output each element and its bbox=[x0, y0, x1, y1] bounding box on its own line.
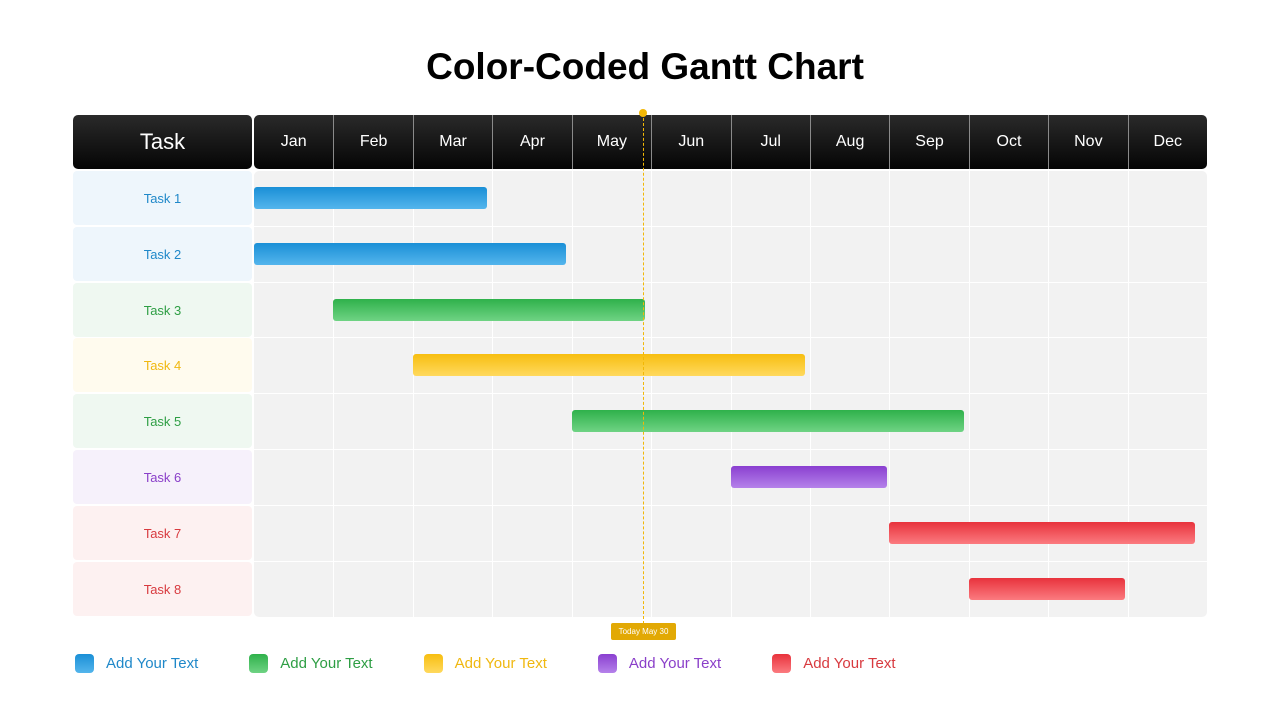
today-marker-dot bbox=[639, 109, 647, 117]
month-label-feb: Feb bbox=[333, 115, 412, 169]
month-label-nov: Nov bbox=[1048, 115, 1127, 169]
legend-label: Add Your Text bbox=[280, 654, 373, 672]
legend-item: Add Your Text bbox=[249, 652, 373, 674]
task-label: Task 6 bbox=[73, 450, 252, 504]
month-label-mar: Mar bbox=[412, 115, 492, 169]
legend-swatch bbox=[597, 653, 617, 673]
grid-hline bbox=[254, 337, 1207, 338]
legend-swatch bbox=[75, 653, 94, 673]
grid-vline bbox=[889, 171, 890, 617]
grid-hline bbox=[254, 226, 1207, 227]
legend-label: Add Your Text bbox=[106, 654, 199, 672]
task-column-header: Task bbox=[73, 115, 252, 169]
task-bar bbox=[254, 243, 566, 265]
grid-vline bbox=[810, 171, 811, 617]
task-bar bbox=[413, 354, 805, 376]
grid-vline bbox=[969, 171, 970, 617]
task-label: Task 5 bbox=[73, 394, 252, 448]
month-label-aug: Aug bbox=[809, 115, 889, 169]
legend-item: Add Your Text bbox=[75, 652, 198, 674]
legend-item: Add Your Text bbox=[423, 652, 547, 674]
task-bar bbox=[889, 522, 1195, 544]
month-label-jan: Jan bbox=[280, 133, 307, 150]
legend-swatch bbox=[423, 653, 443, 673]
task-label: Task 8 bbox=[73, 562, 252, 616]
month-label-may: May bbox=[571, 115, 651, 169]
grid-hline bbox=[254, 505, 1207, 506]
task-label: Task 4 bbox=[73, 338, 252, 392]
grid-vline bbox=[1048, 171, 1049, 617]
grid-hline bbox=[254, 449, 1207, 450]
month-label-apr: Apr bbox=[492, 115, 571, 169]
task-bar bbox=[333, 299, 645, 321]
task-bar bbox=[969, 578, 1125, 600]
legend-label: Add Your Text bbox=[803, 654, 896, 672]
task-label: Task 1 bbox=[73, 171, 252, 225]
grid-vline bbox=[1128, 171, 1129, 617]
month-label-jun: Jun bbox=[651, 115, 730, 169]
grid-hline bbox=[254, 561, 1207, 562]
month-header-row: Jan Feb Mar Apr May Jun Jul Aug Sep Oct Nov Dec bbox=[254, 115, 1207, 169]
legend-item: Add Your Text bbox=[597, 652, 722, 674]
month-label-sep: Sep bbox=[889, 115, 968, 169]
legend-swatch bbox=[249, 653, 269, 673]
task-bar bbox=[254, 187, 487, 209]
month-label-oct: Oct bbox=[968, 115, 1048, 169]
legend-label: Add Your Text bbox=[628, 654, 722, 672]
legend-swatch bbox=[772, 653, 792, 673]
task-label: Task 7 bbox=[73, 506, 252, 560]
today-marker-label: Today May 30 bbox=[611, 623, 676, 640]
legend-item: Add Your Text bbox=[772, 652, 896, 674]
today-marker-line bbox=[643, 113, 644, 624]
grid-vline bbox=[492, 171, 493, 617]
grid-vline bbox=[651, 171, 652, 617]
task-label: Task 2 bbox=[73, 227, 252, 281]
legend-label: Add Your Text bbox=[454, 654, 547, 672]
grid-vline bbox=[731, 171, 732, 617]
grid-vline bbox=[572, 171, 573, 617]
task-bar bbox=[731, 466, 887, 488]
grid-hline bbox=[254, 282, 1207, 283]
chart-title: Color-Coded Gantt Chart bbox=[426, 46, 864, 87]
grid-vline bbox=[413, 171, 414, 617]
grid-hline bbox=[254, 393, 1207, 394]
task-bar bbox=[572, 410, 964, 432]
grid-vline bbox=[333, 171, 334, 617]
task-label: Task 3 bbox=[73, 283, 252, 337]
month-label-jul: Jul bbox=[730, 115, 810, 169]
month-label-dec: Dec bbox=[1127, 115, 1207, 169]
